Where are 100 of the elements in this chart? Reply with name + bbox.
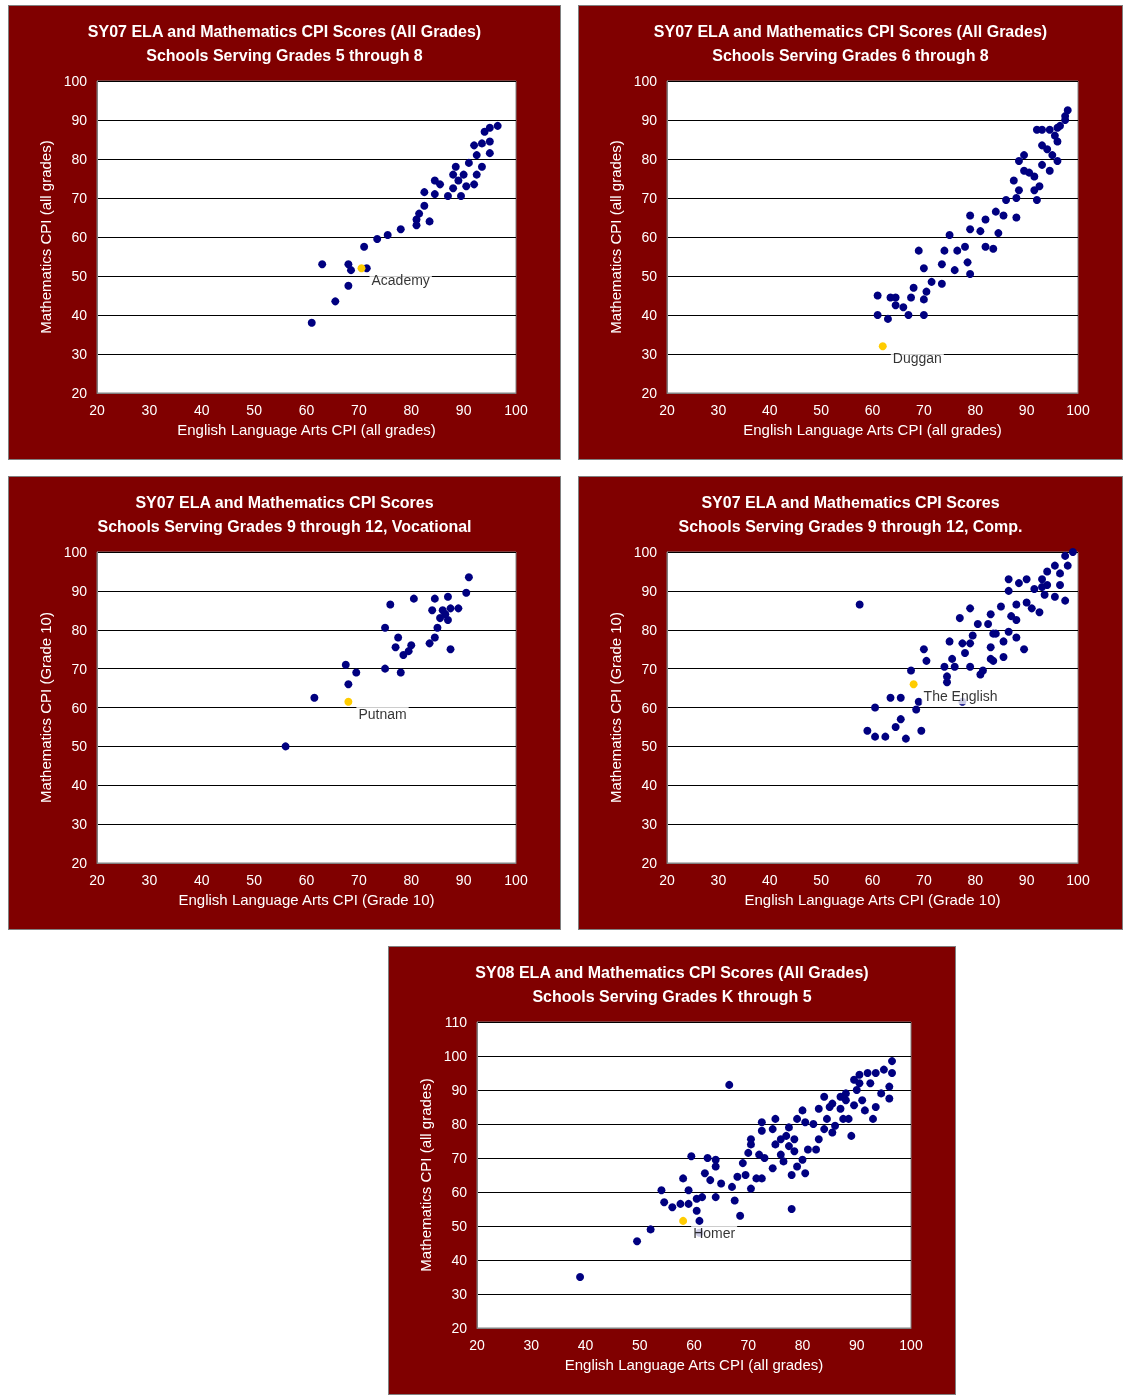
y-tick-label: 40 [641,777,658,794]
point [331,297,340,306]
point [436,614,445,623]
point [425,639,434,648]
point [428,606,437,615]
y-tick-label: 40 [71,307,88,323]
x-tick-label: 80 [403,402,420,418]
y-tick-label: 90 [71,112,88,128]
y-tick-label: 80 [641,151,658,167]
x-tick-label: 40 [761,402,778,418]
annotation: Duggan [892,350,942,367]
x-tick-label: 20 [89,402,105,418]
point [373,234,382,243]
point [449,170,458,179]
point [396,225,405,234]
y-tick-label: 30 [71,346,88,362]
x-tick-label: 70 [351,402,367,418]
point [409,594,418,603]
chart-title: SY07 ELA and Mathematics CPI Scores [135,493,434,511]
point [391,643,400,652]
y-tick-label: 40 [451,1252,468,1268]
y-tick-label: 60 [71,229,88,245]
y-tick-label: 40 [641,307,658,323]
point [464,158,473,167]
y-tick-label: 30 [641,816,658,833]
point [485,123,494,132]
point [446,604,455,613]
y-axis-title: Mathematics CPI (Grade 10) [36,612,54,803]
y-tick-label: 80 [451,1116,468,1132]
chart-subtitle: Schools Serving Grades K through 5 [532,987,812,1005]
y-tick-label: 100 [633,544,658,560]
chart-subtitle: Schools Serving Grades 9 through 12, Comp. [678,517,1023,535]
x-tick-label: 40 [193,872,210,888]
x-tick-label: 90 [1018,872,1035,888]
x-tick-label: 40 [577,1337,594,1353]
point [443,192,452,201]
chart-title: SY07 ELA and Mathematics CPI Scores (All Grades) [87,22,482,40]
y-tick-label: 60 [451,1184,468,1200]
y-tick-label: 50 [71,268,88,284]
x-tick-label: 100 [504,872,528,888]
x-tick-label: 60 [864,402,881,418]
point [420,201,429,210]
y-tick-label: 70 [451,1150,468,1166]
point [430,594,439,603]
y-tick-label: 40 [71,777,88,794]
point [485,137,494,146]
x-tick-label: 30 [141,402,158,418]
x-axis-title: English Language Arts CPI (Grade 10) [178,890,435,908]
x-tick-label: 40 [761,872,778,888]
point [451,162,460,171]
x-axis-title: English Language Arts CPI (all grades) [564,1355,824,1373]
annotation: Putnam [358,705,407,722]
y-tick-label: 20 [451,1320,468,1336]
y-tick-label: 60 [71,699,88,716]
y-tick-label: 60 [641,229,658,245]
point [360,242,369,251]
y-tick-label: 50 [641,268,658,284]
x-tick-label: 70 [351,872,367,888]
x-tick-label: 60 [686,1337,702,1353]
y-axis-title: Mathematics CPI (all grades) [416,1078,434,1272]
y-tick-label: 80 [71,151,88,167]
point [420,188,429,197]
x-tick-label: 70 [916,402,932,418]
annotation: Homer [693,1224,736,1241]
y-tick-label: 50 [641,738,658,755]
point [310,693,319,702]
x-tick-label: 90 [1018,402,1035,418]
point [347,266,356,275]
point [386,600,395,609]
y-tick-label: 30 [71,816,88,833]
point [470,180,479,189]
y-tick-label: 70 [641,660,658,677]
chart-title: SY08 ELA and Mathematics CPI Scores (All Grades) [475,963,869,981]
point [441,610,450,619]
x-tick-label: 100 [899,1337,923,1353]
chart-subtitle: Schools Serving Grades 5 through 8 [146,46,423,64]
point [454,176,463,185]
x-tick-label: 60 [298,402,315,418]
point [443,592,452,601]
point [464,573,473,582]
point [394,633,403,642]
y-tick-label: 20 [71,855,88,871]
point [415,209,424,218]
point [383,231,392,240]
chart-subtitle: Schools Serving Grades 9 through 12, Vocational [97,517,472,535]
x-tick-label: 40 [193,402,210,418]
point [281,742,290,751]
x-tick-label: 70 [916,872,932,888]
point [457,192,466,201]
x-tick-label: 30 [523,1337,540,1353]
x-tick-label: 30 [710,402,727,418]
y-tick-label: 110 [444,1014,468,1030]
point [425,217,434,226]
y-tick-label: 20 [71,385,88,401]
point [381,623,390,632]
x-tick-label: 80 [403,872,420,888]
y-tick-label: 50 [451,1218,468,1234]
point [459,170,468,179]
chart-title: SY07 ELA and Mathematics CPI Scores (All Grades) [653,22,1048,40]
annotation: Academy [371,272,430,289]
